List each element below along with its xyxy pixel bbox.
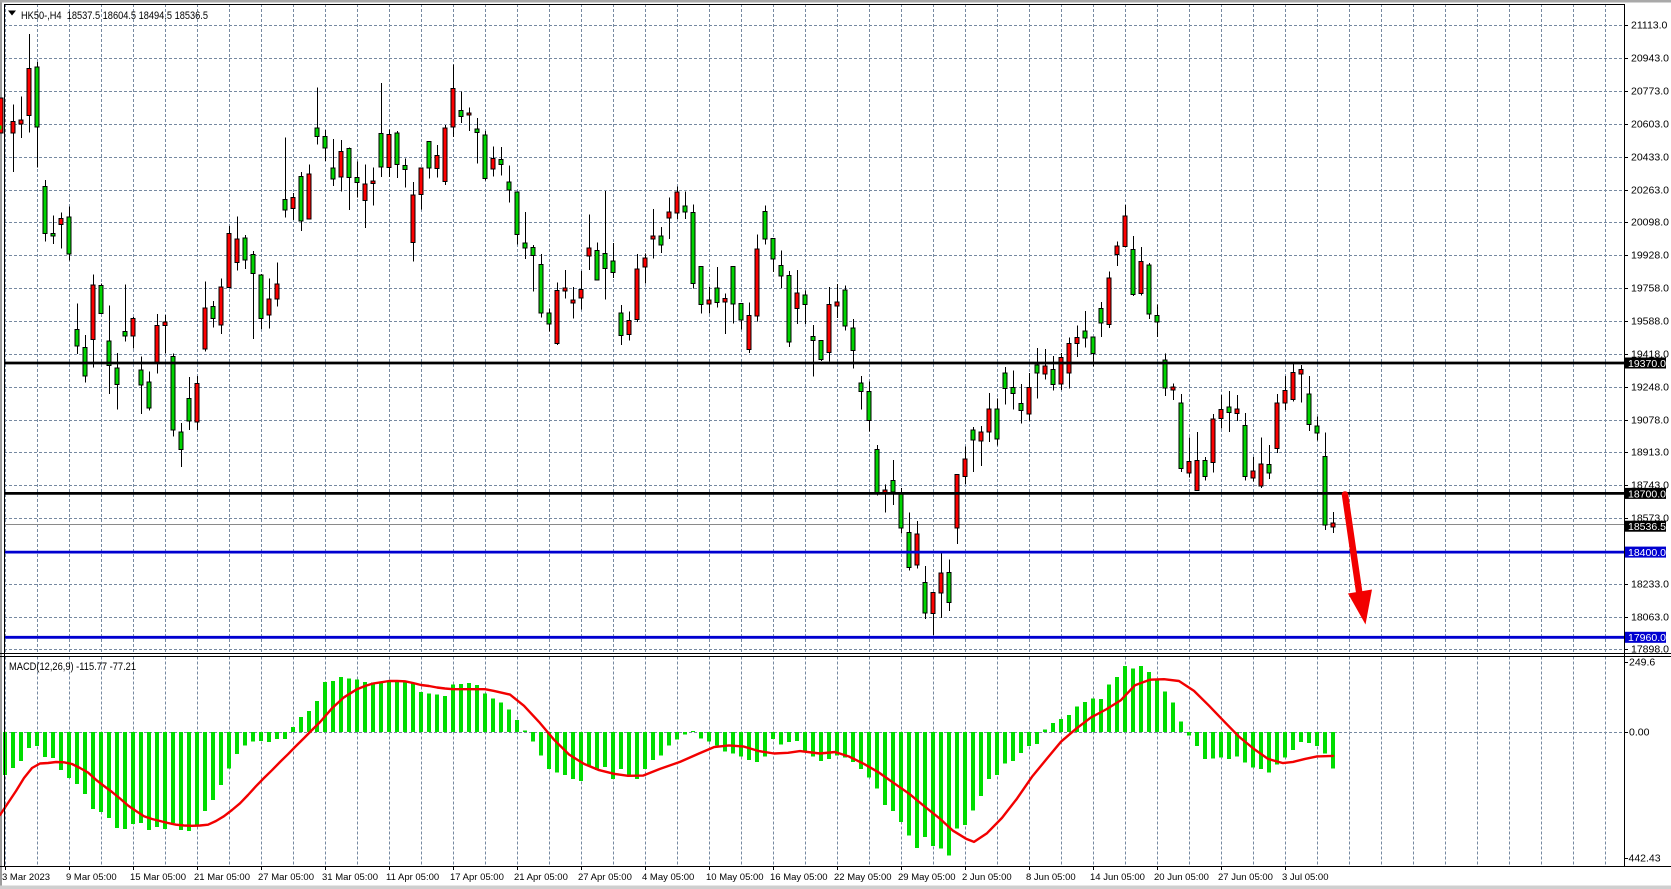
svg-text:20603.0: 20603.0 [1631, 119, 1669, 131]
svg-text:18063.0: 18063.0 [1631, 611, 1669, 623]
svg-text:22 May 05:00: 22 May 05:00 [834, 872, 892, 883]
svg-text:-442.43: -442.43 [1625, 853, 1661, 865]
svg-text:HK50-,H4 18537.5 18604.5 1849: HK50-,H4 18537.5 18604.5 18494.5 18536.5 [21, 10, 208, 22]
svg-text:19588.0: 19588.0 [1631, 315, 1669, 327]
svg-text:8 Jun 05:00: 8 Jun 05:00 [1026, 872, 1076, 883]
svg-text:15 Mar 05:00: 15 Mar 05:00 [130, 872, 186, 883]
svg-text:MACD(12,26,9) -115.77 -77.21: MACD(12,26,9) -115.77 -77.21 [9, 661, 136, 673]
svg-text:0.00: 0.00 [1629, 727, 1650, 739]
svg-text:20098.0: 20098.0 [1631, 217, 1669, 229]
svg-text:27 Apr 05:00: 27 Apr 05:00 [578, 872, 632, 883]
svg-text:17960.0: 17960.0 [1628, 632, 1666, 644]
svg-text:19248.0: 19248.0 [1631, 381, 1669, 393]
svg-text:18536.5: 18536.5 [1628, 521, 1666, 533]
svg-text:10 May 05:00: 10 May 05:00 [706, 872, 764, 883]
svg-text:9 Mar 05:00: 9 Mar 05:00 [66, 872, 117, 883]
svg-text:19928.0: 19928.0 [1631, 250, 1669, 262]
svg-text:249.6: 249.6 [1629, 657, 1655, 669]
svg-text:20 Jun 05:00: 20 Jun 05:00 [1154, 872, 1209, 883]
svg-text:19370.0: 19370.0 [1628, 358, 1666, 370]
svg-text:20773.0: 20773.0 [1631, 86, 1669, 98]
svg-text:3 Jul 05:00: 3 Jul 05:00 [1282, 872, 1328, 883]
svg-text:21 Apr 05:00: 21 Apr 05:00 [514, 872, 568, 883]
svg-text:19418.0: 19418.0 [1631, 348, 1669, 360]
svg-text:4 May 05:00: 4 May 05:00 [642, 872, 694, 883]
svg-text:18913.0: 18913.0 [1631, 446, 1669, 458]
svg-text:18233.0: 18233.0 [1631, 578, 1669, 590]
svg-text:3 Mar 2023: 3 Mar 2023 [2, 872, 50, 883]
svg-text:29 May 05:00: 29 May 05:00 [898, 872, 956, 883]
svg-text:17 Apr 05:00: 17 Apr 05:00 [450, 872, 504, 883]
svg-text:16 May 05:00: 16 May 05:00 [770, 872, 828, 883]
svg-text:27 Jun 05:00: 27 Jun 05:00 [1218, 872, 1273, 883]
svg-text:18400.0: 18400.0 [1628, 547, 1666, 559]
svg-text:19078.0: 19078.0 [1631, 414, 1669, 426]
svg-text:31 Mar 05:00: 31 Mar 05:00 [322, 872, 378, 883]
svg-text:11 Apr 05:00: 11 Apr 05:00 [386, 872, 439, 883]
svg-text:20263.0: 20263.0 [1631, 185, 1669, 197]
svg-text:17898.0: 17898.0 [1631, 643, 1669, 655]
svg-text:14 Jun 05:00: 14 Jun 05:00 [1090, 872, 1145, 883]
svg-text:18700.0: 18700.0 [1628, 488, 1666, 500]
svg-text:27 Mar 05:00: 27 Mar 05:00 [258, 872, 314, 883]
svg-text:21113.0: 21113.0 [1631, 20, 1668, 32]
svg-text:2 Jun 05:00: 2 Jun 05:00 [962, 872, 1012, 883]
svg-text:20943.0: 20943.0 [1631, 53, 1669, 65]
svg-text:19758.0: 19758.0 [1631, 283, 1669, 295]
svg-text:21 Mar 05:00: 21 Mar 05:00 [194, 872, 250, 883]
svg-text:20433.0: 20433.0 [1631, 152, 1669, 164]
